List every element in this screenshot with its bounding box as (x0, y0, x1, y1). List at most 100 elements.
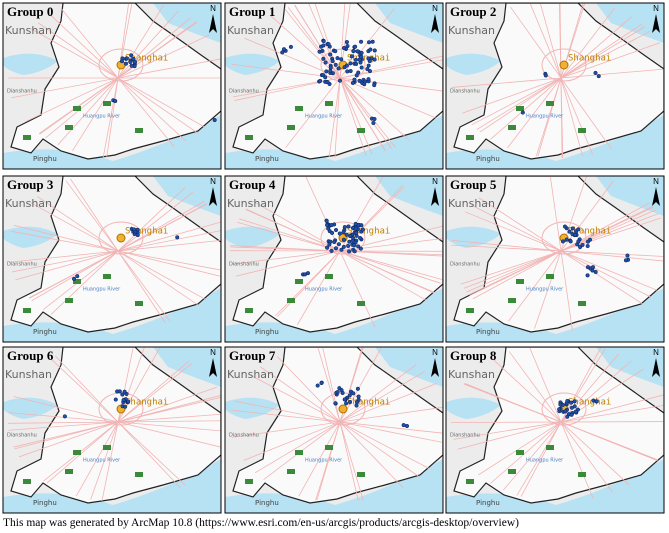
point (123, 61, 129, 66)
point (357, 78, 362, 83)
point (353, 226, 358, 231)
north-label: N (653, 177, 659, 186)
map-panel: Kunshan Dianshanhu Huangpu River Pinghu Shan… (445, 346, 665, 514)
ring-road (541, 392, 587, 426)
road-shield (245, 479, 253, 484)
point (328, 65, 333, 70)
city-marker (559, 60, 569, 70)
point (330, 58, 335, 64)
point (323, 60, 328, 65)
point (347, 239, 352, 244)
point (401, 423, 406, 428)
lake (225, 397, 280, 419)
road-shield (23, 479, 31, 484)
point (352, 249, 357, 254)
map-label: Dianshanhu (450, 433, 480, 439)
point (360, 227, 365, 232)
water (375, 3, 443, 43)
map-body: Kunshan Dianshanhu Huangpu River Pinghu Shan… (225, 347, 443, 513)
point (365, 67, 370, 72)
road-shield (65, 125, 73, 130)
panel-title: Group 3 (7, 177, 54, 192)
point (368, 47, 373, 52)
point (344, 401, 349, 406)
map-panel: Kunshan Dianshanhu Huangpu River Pinghu Shan… (224, 346, 444, 514)
point (321, 56, 326, 61)
point (358, 246, 363, 251)
road-shield (516, 106, 524, 111)
point (288, 44, 293, 49)
point (129, 53, 134, 58)
road-shield (135, 301, 143, 306)
point (576, 227, 581, 232)
north-arrow (431, 187, 439, 206)
point (212, 117, 217, 123)
point (362, 82, 367, 87)
point (335, 389, 340, 395)
point (580, 242, 585, 248)
point (324, 69, 329, 74)
map-label: Kunshan (448, 197, 495, 210)
point (341, 237, 346, 242)
point (120, 392, 125, 397)
point (347, 399, 353, 404)
point (341, 244, 346, 249)
map-body: Kunshan Dianshanhu Huangpu River Pinghu Shan… (446, 176, 664, 342)
point (565, 398, 570, 404)
point (623, 258, 628, 263)
road (28, 203, 208, 299)
water (3, 288, 221, 342)
point (344, 232, 349, 237)
map-label: Kunshan (5, 197, 52, 210)
point (302, 272, 308, 277)
road-shield (295, 106, 303, 111)
point (71, 276, 77, 281)
road-shield (325, 101, 333, 106)
lake (446, 53, 501, 75)
road-shield (135, 128, 143, 133)
point (347, 249, 352, 254)
point (333, 62, 338, 67)
point (346, 224, 351, 229)
map-body: Kunshan Dianshanhu Huangpu River Pinghu Shan… (446, 3, 664, 169)
map-label: Kunshan (5, 368, 52, 381)
north-arrow (652, 14, 660, 33)
map-body: Kunshan Dianshanhu Huangpu River Pinghu Shan… (3, 3, 221, 169)
point (562, 224, 568, 229)
map-label: Dianshanhu (229, 89, 259, 95)
map-label: Pinghu (476, 328, 500, 336)
point (319, 380, 324, 386)
point (366, 77, 371, 82)
point (404, 423, 410, 429)
map-label: Dianshanhu (450, 262, 480, 268)
point (366, 56, 371, 61)
map-panel: Kunshan Dianshanhu Huangpu River Pinghu Shan… (445, 175, 665, 343)
point (318, 78, 323, 83)
point (345, 44, 350, 49)
road (469, 206, 653, 296)
map-panel: Kunshan Dianshanhu Huangpu River Pinghu Shan… (2, 2, 222, 170)
point (124, 56, 129, 61)
point (356, 394, 361, 399)
map-label: Kunshan (448, 24, 495, 37)
panel-title: Group 6 (7, 348, 54, 363)
point (590, 265, 596, 270)
map-panel: Kunshan Dianshanhu Huangpu River Pinghu Shan… (2, 346, 222, 514)
point (344, 63, 349, 68)
point (358, 39, 364, 44)
map-label: Huangpu River (83, 458, 121, 464)
panel-frame (2, 2, 222, 170)
lake (225, 226, 280, 248)
point (329, 223, 334, 228)
ring-road (98, 48, 144, 82)
road-shield (287, 298, 295, 303)
water (225, 115, 443, 169)
road-shield (546, 274, 554, 279)
north-arrow (431, 14, 439, 33)
water (3, 115, 221, 169)
point (348, 61, 353, 66)
panel-frame (224, 346, 444, 514)
map-label: Kunshan (227, 24, 274, 37)
point (371, 120, 376, 126)
